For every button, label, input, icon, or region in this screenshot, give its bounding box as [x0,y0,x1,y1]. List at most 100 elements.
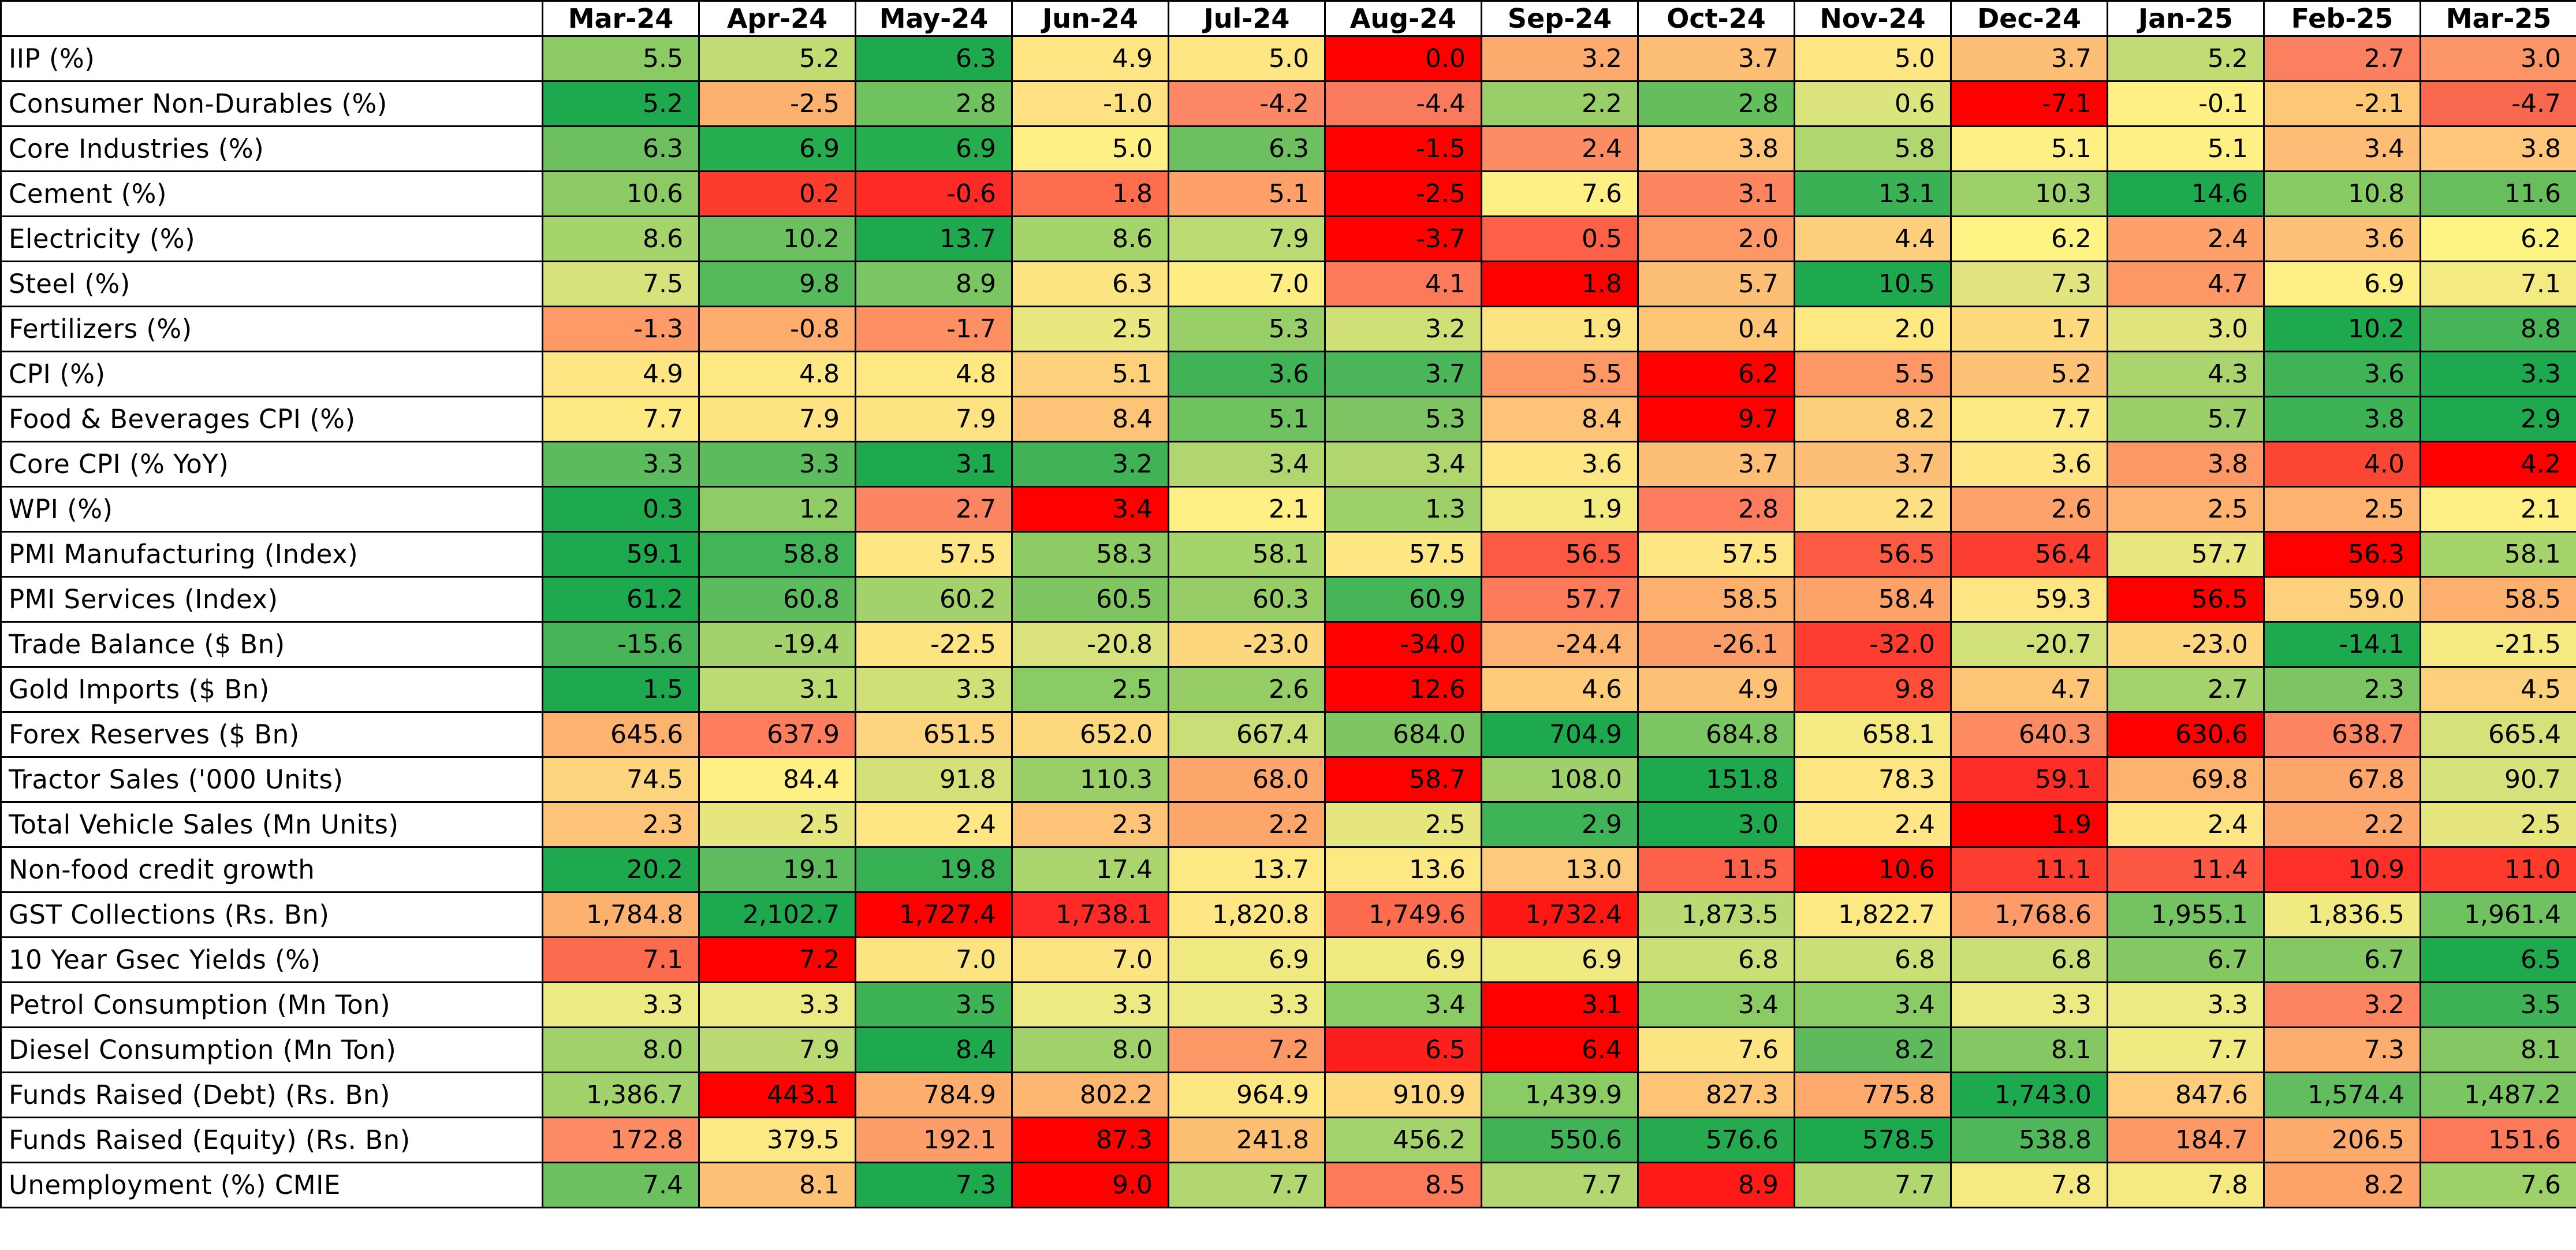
heatmap-cell: 9.0 [1011,1162,1169,1208]
heatmap-cell: 4.0 [2263,441,2421,488]
heatmap-cell: 910.9 [1324,1072,1482,1118]
heatmap-cell: 2.1 [2420,486,2576,533]
heatmap-cell: -7.1 [1950,80,2108,127]
heatmap-cell: 11.5 [1637,846,1795,893]
heatmap-cell: 7.1 [542,936,700,983]
heatmap-cell: -15.6 [542,621,700,668]
heatmap-cell: 8.9 [855,261,1013,307]
heatmap-cell: 10.2 [698,215,856,262]
heatmap-cell: 964.9 [1168,1072,1326,1118]
heatmap-cell: 6.5 [1324,1026,1482,1073]
heatmap-cell: 61.2 [542,576,700,623]
heatmap-cell: 8.1 [1950,1026,2108,1073]
heatmap-cell: 2.5 [2107,486,2265,533]
heatmap-cell: 2.3 [2263,666,2421,713]
heatmap-cell: 8.2 [1794,1026,1952,1073]
row-label: PMI Manufacturing (Index) [0,531,543,578]
heatmap-cell: 59.0 [2263,576,2421,623]
heatmap-cell: -2.5 [1324,170,1482,217]
heatmap-cell: 3.3 [698,441,856,488]
heatmap-cell: 2.7 [2107,666,2265,713]
heatmap-cell: 2.6 [1950,486,2108,533]
heatmap-cell: 2.4 [2107,801,2265,848]
table-row: WPI (%) 0.3 1.2 2.7 3.4 2.1 1.3 1.9 2.8 2.2 2.6 2.5… [0,486,2576,533]
heatmap-cell: 56.3 [2263,531,2421,578]
heatmap-cell: -4.7 [2420,80,2576,127]
heatmap-cell: 3.7 [1794,441,1952,488]
column-header: Dec-24 [1950,0,2108,37]
heatmap-cell: 1,955.1 [2107,891,2265,938]
heatmap-cell: 667.4 [1168,711,1326,758]
row-label: Core Industries (%) [0,125,543,172]
heatmap-cell: 5.2 [1950,351,2108,397]
heatmap-cell: 3.7 [1637,441,1795,488]
column-header: Feb-25 [2263,0,2421,37]
heatmap-cell: -2.1 [2263,80,2421,127]
heatmap-cell: 1,487.2 [2420,1072,2576,1118]
heatmap-cell: 91.8 [855,756,1013,803]
heatmap-cell: 20.2 [542,846,700,893]
heatmap-cell: 0.6 [1794,80,1952,127]
heatmap-cell: 5.5 [542,35,700,82]
heatmap-cell: 9.8 [698,261,856,307]
heatmap-cell: 10.6 [1794,846,1952,893]
heatmap-cell: 6.8 [1794,936,1952,983]
heatmap-cell: 3.4 [2263,125,2421,172]
heatmap-cell: 11.4 [2107,846,2265,893]
table-row: Electricity (%) 8.6 10.2 13.7 8.6 7.9 -3.7 0.5 2… [0,215,2576,262]
heatmap-cell: 1.8 [1011,170,1169,217]
heatmap-cell: 2.4 [2107,215,2265,262]
heatmap-cell: 59.1 [1950,756,2108,803]
heatmap-cell: 6.9 [1481,936,1639,983]
heatmap-cell: 684.0 [1324,711,1482,758]
heatmap-cell: 1,386.7 [542,1072,700,1118]
row-label: Steel (%) [0,261,543,307]
column-header: Mar-25 [2420,0,2576,37]
heatmap-cell: 7.9 [855,396,1013,442]
heatmap-cell: 184.7 [2107,1117,2265,1163]
heatmap-cell: 6.9 [698,125,856,172]
heatmap-cell: 827.3 [1637,1072,1795,1118]
heatmap-cell: 192.1 [855,1117,1013,1163]
row-label: WPI (%) [0,486,543,533]
heatmap-cell: 1.7 [1950,306,2108,352]
table-row: 10 Year Gsec Yields (%) 7.1 7.2 7.0 7.0 6.9 6.… [0,936,2576,983]
heatmap-cell: 74.5 [542,756,700,803]
heatmap-cell: 379.5 [698,1117,856,1163]
heatmap-cell: 4.9 [1637,666,1795,713]
column-header: May-24 [855,0,1013,37]
row-label: Electricity (%) [0,215,543,262]
heatmap-cell: 7.4 [542,1162,700,1208]
heatmap-cell: -1.0 [1011,80,1169,127]
heatmap-cell: 2.4 [855,801,1013,848]
heatmap-cell: 8.5 [1324,1162,1482,1208]
heatmap-cell: -23.0 [1168,621,1326,668]
heatmap-cell: 2.0 [1794,306,1952,352]
heatmap-cell: 0.3 [542,486,700,533]
heatmap-cell: 3.8 [2420,125,2576,172]
table-row: PMI Services (Index) 61.2 60.8 60.2 60.5 60.3… [0,576,2576,623]
heatmap-cell: 2.5 [1011,666,1169,713]
heatmap-cell: 10.9 [2263,846,2421,893]
row-label: Food & Beverages CPI (%) [0,396,543,442]
header-row: Mar-24 Apr-24 May-24 Jun-24 Jul-24 Aug-24 Sep-… [0,0,2576,37]
heatmap-cell: 3.4 [1011,486,1169,533]
heatmap-cell: 3.8 [2107,441,2265,488]
heatmap-cell: 3.1 [855,441,1013,488]
heatmap-cell: 7.3 [1950,261,2108,307]
table-row: Petrol Consumption (Mn Ton) 3.3 3.3 3.5 3.3 3… [0,981,2576,1028]
heatmap-cell: -1.3 [542,306,700,352]
heatmap-cell: 8.1 [698,1162,856,1208]
heatmap-cell: 3.0 [1637,801,1795,848]
heatmap-cell: 3.3 [542,981,700,1028]
heatmap-cell: 784.9 [855,1072,1013,1118]
heatmap-cell: 58.7 [1324,756,1482,803]
heatmap-cell: -26.1 [1637,621,1795,668]
row-label: Unemployment (%) CMIE [0,1162,543,1208]
heatmap-cell: 241.8 [1168,1117,1326,1163]
table-row: Unemployment (%) CMIE 7.4 8.1 7.3 9.0 7.7 8.5 7… [0,1162,2576,1208]
heatmap-cell: 7.8 [2107,1162,2265,1208]
heatmap-cell: 3.4 [1794,981,1952,1028]
heatmap-cell: 1,732.4 [1481,891,1639,938]
column-header: Nov-24 [1794,0,1952,37]
